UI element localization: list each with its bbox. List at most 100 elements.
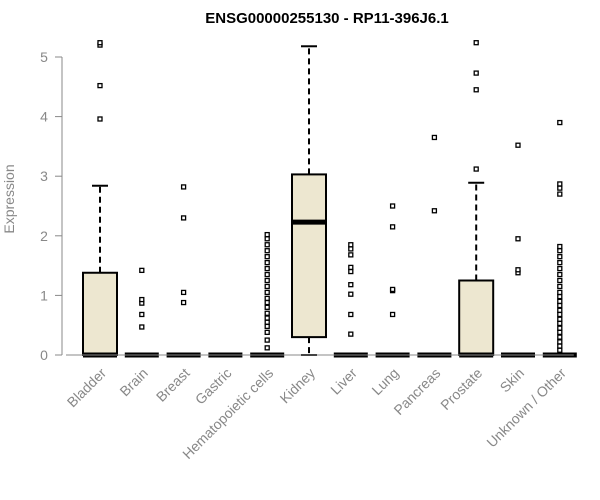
outlier-point (180, 184, 187, 190)
y-tick-label: 2 (40, 228, 48, 244)
outlier-point (264, 254, 270, 260)
outlier-point (97, 40, 103, 46)
outlier-point (557, 320, 563, 327)
outlier-point (264, 319, 270, 325)
y-tick-label: 4 (40, 109, 48, 125)
box-group (166, 184, 201, 358)
outlier-point (515, 236, 521, 242)
outlier-point (264, 289, 270, 296)
box-group (417, 134, 452, 358)
box-group (542, 119, 577, 358)
y-axis-label: Expression (1, 164, 17, 233)
box-group (291, 45, 327, 356)
outlier-point (264, 323, 270, 330)
x-tick-label: Bladder (64, 365, 110, 411)
outlier-point (348, 282, 354, 288)
box-group (82, 40, 118, 358)
outlier-point (97, 116, 103, 122)
box (291, 173, 327, 339)
outlier-point (264, 345, 270, 351)
outlier-point (389, 224, 396, 230)
outlier-point (515, 267, 521, 273)
outlier-point (473, 166, 479, 172)
box-group (333, 242, 368, 358)
outlier-point (473, 40, 479, 46)
outlier-point (97, 82, 103, 89)
box-group (250, 231, 285, 358)
outlier-point (557, 339, 563, 345)
outlier-point (180, 215, 187, 221)
outlier-point (264, 315, 270, 321)
outlier-point (431, 134, 438, 141)
outlier-point (264, 329, 270, 336)
outlier-point (557, 248, 563, 254)
outlier-point (264, 295, 270, 302)
outlier-point (264, 277, 270, 284)
outlier-point (557, 293, 563, 300)
outlier-point (348, 311, 354, 318)
box-group (375, 203, 410, 358)
outlier-point (557, 307, 563, 313)
x-tick-label: Prostate (437, 365, 485, 413)
y-tick-label: 0 (40, 347, 48, 363)
outlier-point (264, 310, 270, 316)
outlier-point (264, 337, 270, 343)
outlier-point (557, 259, 563, 266)
outlier-point (264, 265, 270, 272)
outlier-point (431, 208, 438, 214)
box-group (124, 267, 159, 358)
boxes (66, 40, 577, 358)
outlier-point (139, 324, 145, 330)
outlier-point (557, 302, 563, 309)
outlier-point (473, 70, 479, 76)
x-tick-label: Skin (497, 365, 528, 396)
outlier-point (557, 298, 563, 305)
outlier-point (348, 264, 354, 271)
outlier-point (557, 181, 563, 187)
outlier-point (557, 289, 563, 296)
outlier-point (264, 271, 270, 278)
x-tick-label: Kidney (277, 365, 319, 407)
outlier-point (139, 311, 145, 318)
outlier-point (348, 268, 354, 275)
outlier-point (389, 286, 396, 293)
outlier-point (264, 248, 270, 254)
outlier-point (557, 254, 563, 260)
outlier-point (348, 246, 354, 252)
box-group (458, 40, 495, 358)
outlier-point (557, 191, 563, 197)
outlier-point (348, 242, 354, 248)
outlier-point (348, 291, 354, 297)
x-tick-label: Breast (153, 365, 193, 405)
outlier-point (557, 325, 563, 331)
outlier-point (557, 329, 563, 336)
outlier-point (557, 343, 563, 349)
x-tick-label: Liver (327, 365, 360, 398)
outlier-point (348, 252, 354, 258)
outlier-point (180, 289, 187, 296)
outlier-point (557, 277, 563, 284)
outlier-point (139, 267, 145, 274)
outlier-point (389, 311, 396, 318)
outlier-point (557, 271, 563, 278)
x-tick-label: Unknown / Other (483, 365, 569, 451)
outlier-point (557, 283, 563, 290)
outlier-point (264, 231, 270, 238)
outlier-point (473, 87, 479, 93)
outlier-point (139, 296, 145, 303)
outlier-point (180, 299, 187, 306)
outlier-point (557, 119, 563, 126)
outlier-point (515, 142, 521, 148)
outlier-point (557, 316, 563, 322)
box (458, 279, 495, 356)
outlier-point (264, 242, 270, 248)
outlier-point (557, 347, 563, 353)
outlier-point (557, 243, 563, 250)
outlier-point (557, 185, 563, 191)
y-tick-label: 3 (40, 168, 48, 184)
outlier-point (557, 311, 563, 318)
outlier-point (264, 304, 270, 310)
outlier-point (389, 203, 396, 209)
outlier-point (557, 334, 563, 340)
